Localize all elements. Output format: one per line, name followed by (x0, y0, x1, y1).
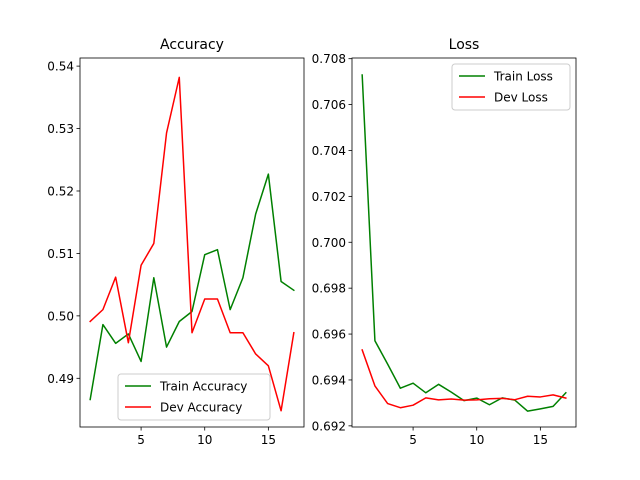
loss-ytick-label: 0.696 (312, 328, 346, 342)
loss-title: Loss (449, 37, 480, 53)
accuracy-xtick-label: 5 (137, 433, 145, 447)
loss-panel: Loss Train Loss Dev Loss 5 10 15 0.692 0.694 0… (312, 37, 577, 447)
loss-legend-label-dev-loss: Dev Loss (494, 91, 548, 105)
loss-ytick-label: 0.698 (312, 282, 346, 296)
accuracy-series-line-dev-accuracy (89, 76, 295, 412)
loss-ytick-label: 0.706 (312, 98, 346, 112)
accuracy-ytick-label: 0.50 (47, 309, 74, 323)
accuracy-ytick-label: 0.52 (47, 184, 74, 198)
loss-xtick-label: 10 (469, 433, 484, 447)
accuracy-xtick-label: 15 (261, 433, 276, 447)
loss-xtick-label: 5 (409, 433, 417, 447)
accuracy-plot-area (89, 76, 295, 412)
loss-plot-area (361, 74, 567, 412)
accuracy-legend-box (117, 373, 271, 421)
accuracy-panel: Accuracy Train Accuracy Dev Accuracy 5 10 1… (47, 37, 305, 447)
accuracy-series-line-train-accuracy (89, 173, 295, 401)
loss-legend: Train Loss Dev Loss (451, 63, 571, 111)
accuracy-ytick-label: 0.49 (47, 372, 74, 386)
loss-ytick-label: 0.704 (312, 144, 346, 158)
loss-ytick-label: 0.694 (312, 373, 346, 387)
loss-legend-label-train-loss: Train Loss (493, 70, 553, 84)
loss-ytick-label: 0.700 (312, 236, 346, 250)
loss-series-line-dev-loss (361, 348, 567, 409)
loss-xtick-label: 15 (533, 433, 548, 447)
accuracy-ytick-label: 0.53 (47, 122, 74, 136)
accuracy-axes-frame (79, 57, 305, 428)
accuracy-xtick-label: 10 (197, 433, 212, 447)
accuracy-title: Accuracy (160, 37, 224, 53)
loss-ytick-label: 0.692 (312, 419, 346, 433)
loss-ytick-label: 0.708 (312, 52, 346, 66)
accuracy-legend: Train Accuracy Dev Accuracy (117, 373, 271, 421)
accuracy-ytick-label: 0.51 (47, 247, 74, 261)
accuracy-legend-label-dev-accuracy: Dev Accuracy (160, 401, 242, 415)
accuracy-legend-label-train-accuracy: Train Accuracy (159, 380, 247, 394)
loss-ytick-label: 0.702 (312, 190, 346, 204)
accuracy-ytick-label: 0.54 (47, 60, 74, 74)
